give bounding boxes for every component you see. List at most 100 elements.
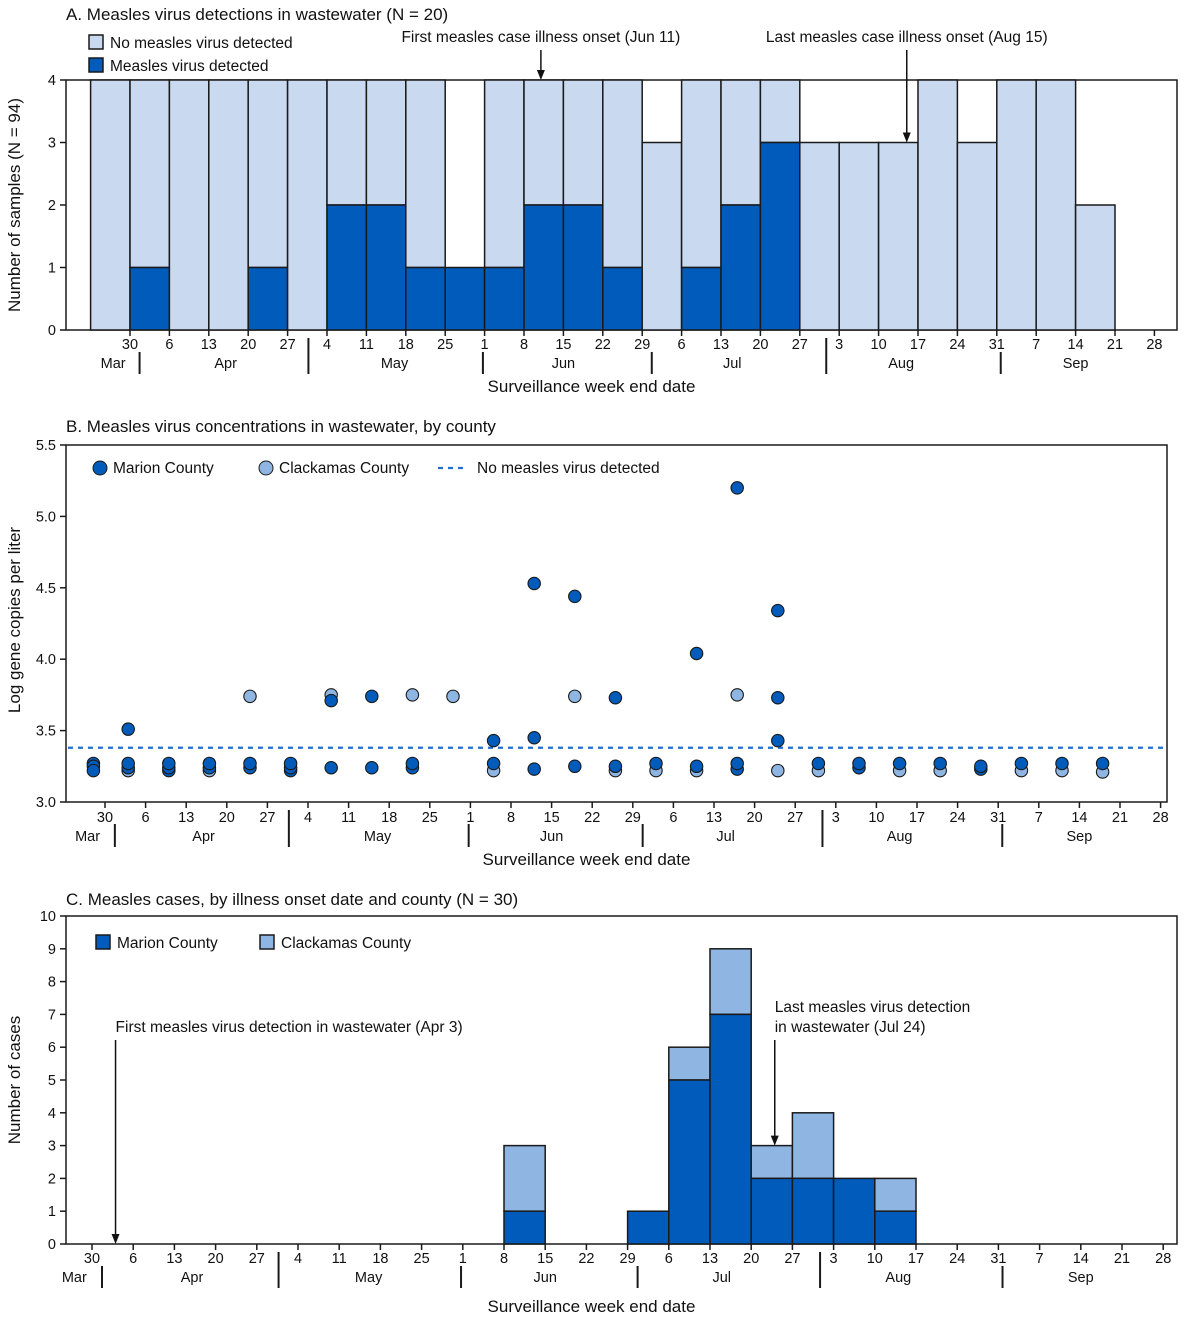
- x-tick-label: 10: [868, 810, 884, 826]
- x-tick-label: 17: [910, 337, 926, 353]
- annotation-label: Last measles virus detection in wastewate…: [775, 999, 971, 1036]
- x-tick-label: 21: [1112, 810, 1128, 826]
- point-marion: [1095, 756, 1110, 771]
- arrow-head-icon: [536, 70, 545, 80]
- panel-c: C. Measles cases, by illness onset date …: [5, 890, 1178, 1316]
- x-tick-label: 18: [398, 337, 414, 353]
- x-tick-label: 7: [1035, 810, 1043, 826]
- month-label: Jul: [716, 829, 735, 845]
- legend-label: Clackamas County: [279, 460, 409, 477]
- month-label: Aug: [888, 356, 914, 372]
- panel-title: A. Measles virus detections in wastewate…: [66, 5, 448, 24]
- bar-marion: [709, 1013, 752, 1245]
- x-tick-label: 8: [507, 810, 515, 826]
- month-label: Jun: [552, 356, 575, 372]
- bar-clackamas: [791, 1112, 835, 1180]
- arrow-head-icon: [770, 1135, 779, 1146]
- bar-marion: [668, 1079, 711, 1245]
- y-tick-label: 10: [40, 909, 56, 925]
- bar-detection: [602, 266, 643, 331]
- bar-no-detection: [838, 141, 880, 331]
- bar-no-detection: [208, 79, 249, 331]
- point-marion: [771, 733, 785, 748]
- x-tick-label: 11: [341, 810, 356, 826]
- bar-no-detection: [996, 79, 1037, 331]
- x-axis-label: Surveillance week end date: [488, 1297, 696, 1316]
- point-marion: [324, 693, 338, 708]
- x-tick-label: 25: [422, 810, 438, 826]
- point-marion: [486, 733, 501, 748]
- bar-detection: [405, 266, 446, 331]
- month-label: Sep: [1063, 356, 1089, 372]
- point-marion: [649, 756, 663, 771]
- x-tick-label: 13: [706, 810, 722, 826]
- legend-swatch: [259, 934, 275, 950]
- x-tick-label: 27: [784, 1251, 800, 1267]
- bar-no-detection: [129, 79, 171, 269]
- y-tick-label: 5.0: [36, 509, 56, 525]
- bar-no-detection: [89, 79, 131, 331]
- y-tick-label: 5.5: [36, 438, 56, 454]
- bar-no-detection: [1035, 79, 1077, 331]
- point-marion: [243, 756, 257, 771]
- month-label: May: [364, 829, 392, 845]
- point-marion: [86, 763, 101, 778]
- point-marion: [324, 760, 338, 775]
- x-tick-label: 14: [1068, 337, 1084, 353]
- point-marion: [608, 759, 623, 774]
- x-tick-label: 18: [372, 1251, 388, 1267]
- bar-no-detection: [759, 79, 801, 144]
- point-marion: [933, 756, 947, 771]
- bar-no-detection: [799, 141, 840, 331]
- point-marion: [771, 603, 785, 618]
- point-marion: [1014, 756, 1029, 771]
- bar-no-detection: [562, 79, 604, 206]
- x-tick-label: 29: [620, 1251, 636, 1267]
- bar-marion: [750, 1177, 794, 1245]
- y-axis-label: Log gene copies per liter: [5, 527, 24, 714]
- bar-detection: [523, 204, 565, 331]
- bar-no-detection: [602, 79, 643, 269]
- annotation-label: First measles virus detection in wastewa…: [116, 1019, 463, 1036]
- x-tick-label: 1: [481, 337, 489, 353]
- plot-frame: [65, 444, 1168, 803]
- month-label: Apr: [192, 829, 215, 845]
- point-marion: [365, 689, 379, 704]
- x-tick-label: 20: [219, 810, 235, 826]
- bar-marion: [503, 1210, 546, 1245]
- x-tick-label: 7: [1036, 1251, 1044, 1267]
- month-label: Apr: [181, 1270, 204, 1286]
- y-tick-label: 3: [48, 136, 56, 152]
- y-tick-label: 7: [48, 1007, 56, 1023]
- panel-a: A. Measles virus detections in wastewate…: [5, 5, 1178, 396]
- x-tick-label: 22: [584, 810, 600, 826]
- bar-detection: [365, 204, 407, 331]
- month-label: Jun: [534, 1270, 557, 1286]
- x-tick-label: 10: [871, 337, 887, 353]
- y-axis-label: Number of samples (N = 94): [5, 98, 24, 312]
- point-clackamas: [730, 688, 744, 702]
- y-tick-label: 4.5: [36, 581, 56, 597]
- point-marion: [811, 756, 826, 771]
- bar-clackamas: [503, 1144, 546, 1212]
- bar-no-detection: [877, 141, 919, 331]
- point-marion: [121, 756, 135, 771]
- x-tick-label: 27: [249, 1251, 265, 1267]
- annotation-line: in wastewater (Jul 24): [775, 1019, 926, 1036]
- x-tick-label: 18: [381, 810, 397, 826]
- bar-detection: [680, 266, 722, 331]
- bar-no-detection: [956, 141, 998, 331]
- month-label: Jun: [540, 829, 563, 845]
- point-marion: [689, 646, 704, 661]
- x-tick-label: 20: [208, 1251, 224, 1267]
- y-tick-label: 3.0: [36, 795, 56, 811]
- y-axis-label: Number of cases: [5, 1016, 24, 1145]
- bar-no-detection: [168, 79, 210, 331]
- x-tick-label: 8: [500, 1251, 508, 1267]
- bar-clackamas: [709, 948, 752, 1016]
- arrow-head-icon: [902, 132, 911, 143]
- month-label: Aug: [885, 1270, 911, 1286]
- bar-no-detection: [917, 79, 959, 331]
- point-marion: [771, 691, 785, 705]
- plot-frame: [65, 915, 1178, 1245]
